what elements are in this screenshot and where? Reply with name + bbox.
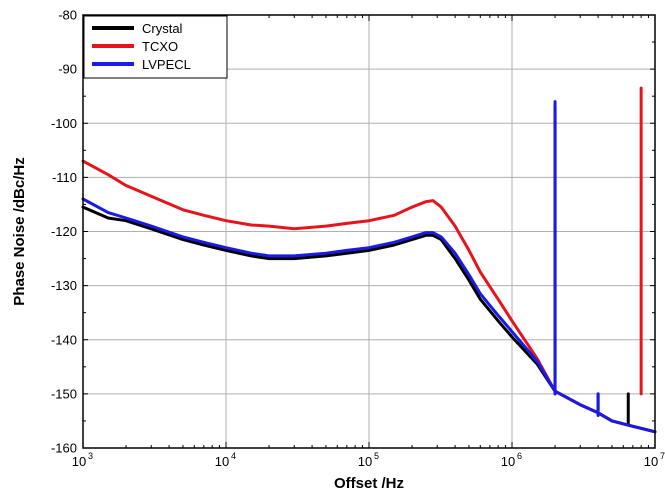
y-tick-label: -160 — [51, 441, 77, 456]
legend-label-tcxo: TCXO — [142, 39, 178, 54]
x-tick-exponent: 6 — [517, 451, 522, 461]
x-tick-label: 10 6 — [501, 451, 522, 469]
y-tick-labels: -80 -90 -100 -110 -120 -130 -140 -150 -160 — [51, 8, 77, 456]
y-tick-label: -90 — [58, 62, 77, 77]
x-tick-exponent: 4 — [231, 451, 236, 461]
x-tick-base: 10 — [358, 454, 372, 469]
x-tick-exponent: 5 — [374, 451, 379, 461]
x-tick-label: 10 3 — [72, 451, 93, 469]
x-tick-exponent: 3 — [88, 451, 93, 461]
legend: Crystal TCXO LVPECL — [83, 15, 228, 79]
y-tick-label: -130 — [51, 278, 77, 293]
x-tick-label: 10 7 — [644, 451, 665, 469]
y-tick-label: -80 — [58, 8, 77, 23]
series-line-lvpecl — [81, 197, 657, 434]
legend-label-lvpecl: LVPECL — [142, 57, 191, 72]
y-tick-label: -120 — [51, 224, 77, 239]
y-tick-label: -140 — [51, 332, 77, 347]
grid — [83, 15, 655, 448]
y-tick-label: -100 — [51, 116, 77, 131]
y-axis-title: Phase Noise /dBc/Hz — [11, 157, 28, 305]
x-tick-base: 10 — [644, 454, 658, 469]
y-tick-label: -110 — [52, 170, 77, 185]
legend-label-crystal: Crystal — [142, 21, 183, 36]
x-tick-label: 10 4 — [215, 451, 236, 469]
y-tick-label: -150 — [51, 386, 77, 401]
x-axis-title: Offset /Hz — [334, 475, 404, 492]
x-tick-labels: 10 3 10 4 10 5 10 6 10 7 — [72, 451, 665, 469]
x-tick-exponent: 7 — [660, 451, 665, 461]
x-tick-base: 10 — [501, 454, 515, 469]
x-tick-label: 10 5 — [358, 451, 379, 469]
x-tick-base: 10 — [215, 454, 229, 469]
series-layer — [81, 86, 657, 434]
x-tick-base: 10 — [72, 454, 86, 469]
